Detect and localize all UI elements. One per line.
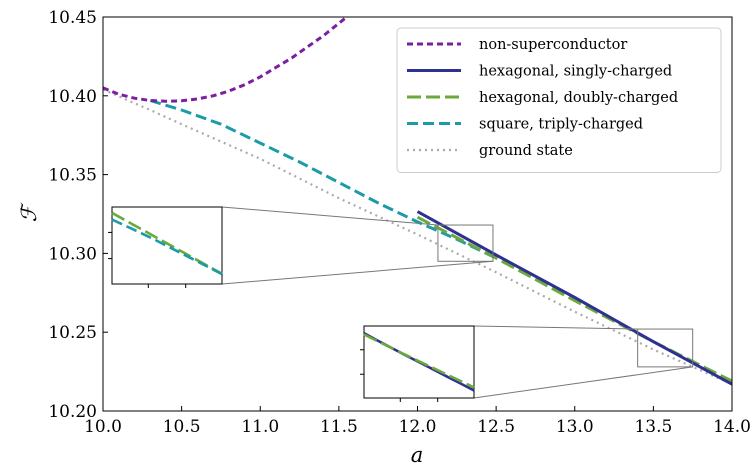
x-tick-label: 13.5 [634,417,672,437]
y-tick-label: 10.35 [48,166,97,186]
y-axis-label: ℱ [17,202,41,222]
x-tick-label: 11.0 [241,417,279,437]
y-tick-label: 10.30 [48,244,97,264]
y-tick-label: 10.40 [48,87,97,107]
x-axis-label: a [411,443,424,467]
y-tick-label: 10.45 [48,8,97,28]
legend-label-ground-state: ground state [479,143,573,159]
x-tick-label: 10.5 [163,417,201,437]
zoom-connector-line [221,206,438,226]
zoom-connector-line [221,260,494,285]
zoom-region-box [637,328,694,368]
x-tick-label: 13.0 [556,417,594,437]
y-tick-label: 10.20 [48,402,97,422]
x-tick-label: 11.5 [320,417,358,437]
legend: non-superconductor hexagonal, singly-char… [396,27,722,173]
y-tick-label: 10.25 [48,323,97,343]
zoom-connector-line [473,325,638,330]
x-tick-label: 14.0 [713,417,751,437]
series-line-non-superconductor [103,17,348,103]
y-axis: 10.20 10.25 10.30 10.35 10.40 10.45 [48,8,108,422]
legend-label-hexagonal-singly-charged: hexagonal, singly-charged [479,64,672,80]
series-layer [103,17,732,386]
inset-layer [108,206,475,402]
legend-label-non-superconductor: non-superconductor [479,37,627,53]
series-line-square-triply-charged [149,99,497,260]
legend-label-hexagonal-doubly-charged: hexagonal, doubly-charged [479,90,678,106]
inset-series-line-square-triply-charged [111,218,223,276]
legend-label-square-triply-charged: square, triply-charged [479,117,643,133]
inset-frame [111,206,223,285]
zoom-layer [221,206,694,399]
zoom-connector-line [473,366,693,399]
inset-panel [360,325,475,402]
x-tick-label: 12.5 [477,417,515,437]
inset-panel [108,206,223,288]
zoom-region-box [437,224,494,262]
x-axis: 10.0 10.5 11.0 11.5 12.0 12.5 13.0 13.5 14.0 [84,406,751,437]
series-line-ground-state [103,88,732,386]
x-tick-label: 10.0 [84,417,122,437]
inset-series-line-hexagonal-doubly-charged [363,333,475,389]
legend-box [396,27,722,173]
series-line-hexagonal-singly-charged [416,210,732,386]
x-tick-label: 12.0 [399,417,437,437]
